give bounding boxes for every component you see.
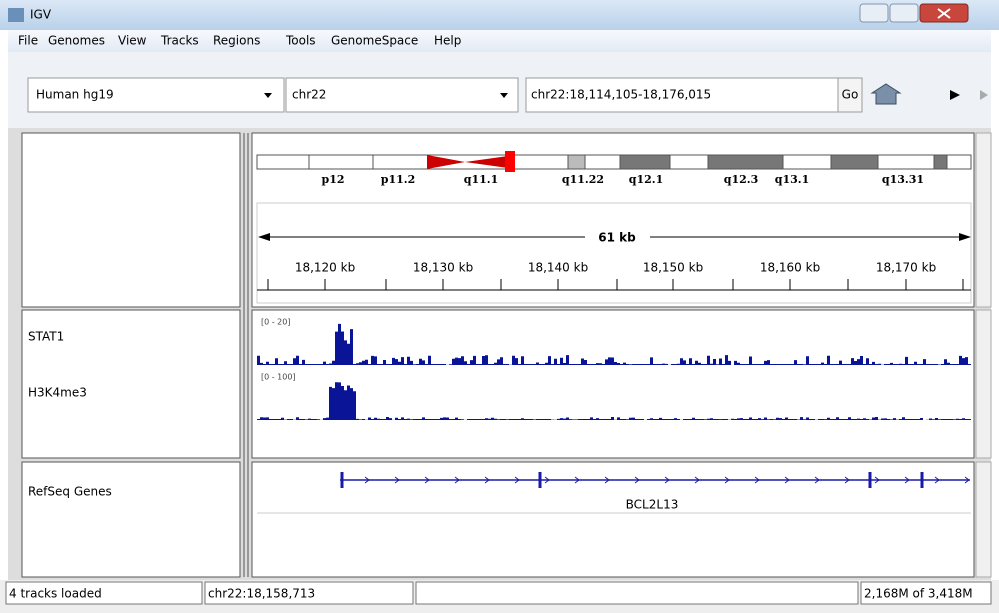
strand-arrow [454,476,460,484]
gene-name: BCL2L13 [626,498,679,512]
status-box [204,581,414,605]
band-label: q12.3 [724,173,758,186]
strand-arrow [784,476,790,484]
band-label: q13.1 [775,173,809,186]
menu-item[interactable]: Regions [213,34,260,48]
ruler-panel [256,202,972,304]
strand-arrow [724,476,730,484]
chromosome-dropdown[interactable] [285,77,519,113]
maximize-button[interactable] [889,3,919,23]
strand-arrow [874,476,880,484]
strand-arrow [814,476,820,484]
band-label: q12.1 [629,173,663,186]
title-bar [0,0,999,30]
genome: Human hg19 [36,88,114,102]
header-name-panel [21,132,241,308]
menu-bar [8,30,991,52]
forward-button[interactable] [980,90,988,100]
status-box [5,581,203,605]
ruler-span: 61 kb [598,231,636,245]
strand-arrow [424,476,430,484]
home-button[interactable] [870,83,902,105]
status-box [860,581,992,605]
data-name-panel [21,309,241,459]
status-memory: 2,168M of 3,418M [864,587,973,601]
ruler-tick-label: 18,120 kb [295,261,355,275]
ruler-tick-label: 18,170 kb [876,261,936,275]
ruler-tick-label: 18,140 kb [528,261,588,275]
strand-arrow [514,476,520,484]
exon [538,472,542,488]
ruler-tick-label: 18,150 kb [643,261,703,275]
current-region [505,151,515,172]
exon [340,472,344,488]
chromosome: chr22 [292,88,326,102]
feature-track-name: RefSeq Genes [28,485,112,499]
feature-panel [251,461,975,578]
menu-item[interactable]: Genomes [48,34,105,48]
strand-arrow [934,476,940,484]
track-name: H3K4me3 [28,386,87,400]
exon [868,472,872,488]
track-name: STAT1 [28,330,64,344]
band-label: p12 [322,173,345,186]
dropdown-arrow [500,93,508,98]
go-button[interactable] [837,77,863,113]
centromere [427,155,515,169]
menu: File Genomes View Tracks Regions Tools GenomeS… [18,34,461,48]
band-label: q11.22 [562,173,604,186]
strand-arrow [754,476,760,484]
minimize-button[interactable] [859,3,889,23]
band-label: q13.31 [882,173,924,186]
strand-arrow [904,476,910,484]
band-label: q11.1 [464,173,498,186]
ideogram-bands [308,154,948,170]
strand-arrow [634,476,640,484]
scrollbar[interactable] [975,461,992,578]
strand-arrow [964,476,970,484]
locus-box[interactable] [525,77,839,113]
back-button[interactable] [950,90,960,100]
menu-item[interactable]: Tools [285,34,316,48]
strand-arrow [394,476,400,484]
window-title: IGV [30,8,52,22]
track-range: [0 - 20] [261,318,290,327]
menu-item[interactable]: View [118,34,147,48]
strand-arrow [694,476,700,484]
ruler-tick-label: 18,160 kb [760,261,820,275]
band-label: p11.2 [381,173,415,186]
exon [920,472,924,488]
strand-arrow [664,476,670,484]
strand-arrow [364,476,370,484]
menu-item[interactable]: GenomeSpace [331,34,418,48]
status-box [415,581,859,605]
scrollbar[interactable] [975,309,992,459]
close-icon [937,8,951,19]
status-position: chr22:18,158,713 [208,587,315,601]
ruler-tick-label: 18,130 kb [413,261,473,275]
scrollbar[interactable] [975,132,992,308]
strand-arrow [544,476,550,484]
locus: chr22:18,114,105-18,176,015 [531,88,711,102]
strand-arrow [604,476,610,484]
strand-arrow [574,476,580,484]
track-range: [0 - 100] [261,373,296,382]
data-panel [251,309,975,459]
dropdown-arrow [264,93,272,98]
menu-item[interactable]: Tracks [160,34,199,48]
strand-arrow [844,476,850,484]
feature-name-panel [21,461,241,578]
status-message: 4 tracks loaded [9,587,102,601]
go-label: Go [842,88,859,102]
strand-arrow [484,476,490,484]
menu-item[interactable]: File [18,34,38,48]
menu-item[interactable]: Help [434,34,461,48]
app-icon [8,8,24,22]
genome-dropdown[interactable] [27,77,285,113]
